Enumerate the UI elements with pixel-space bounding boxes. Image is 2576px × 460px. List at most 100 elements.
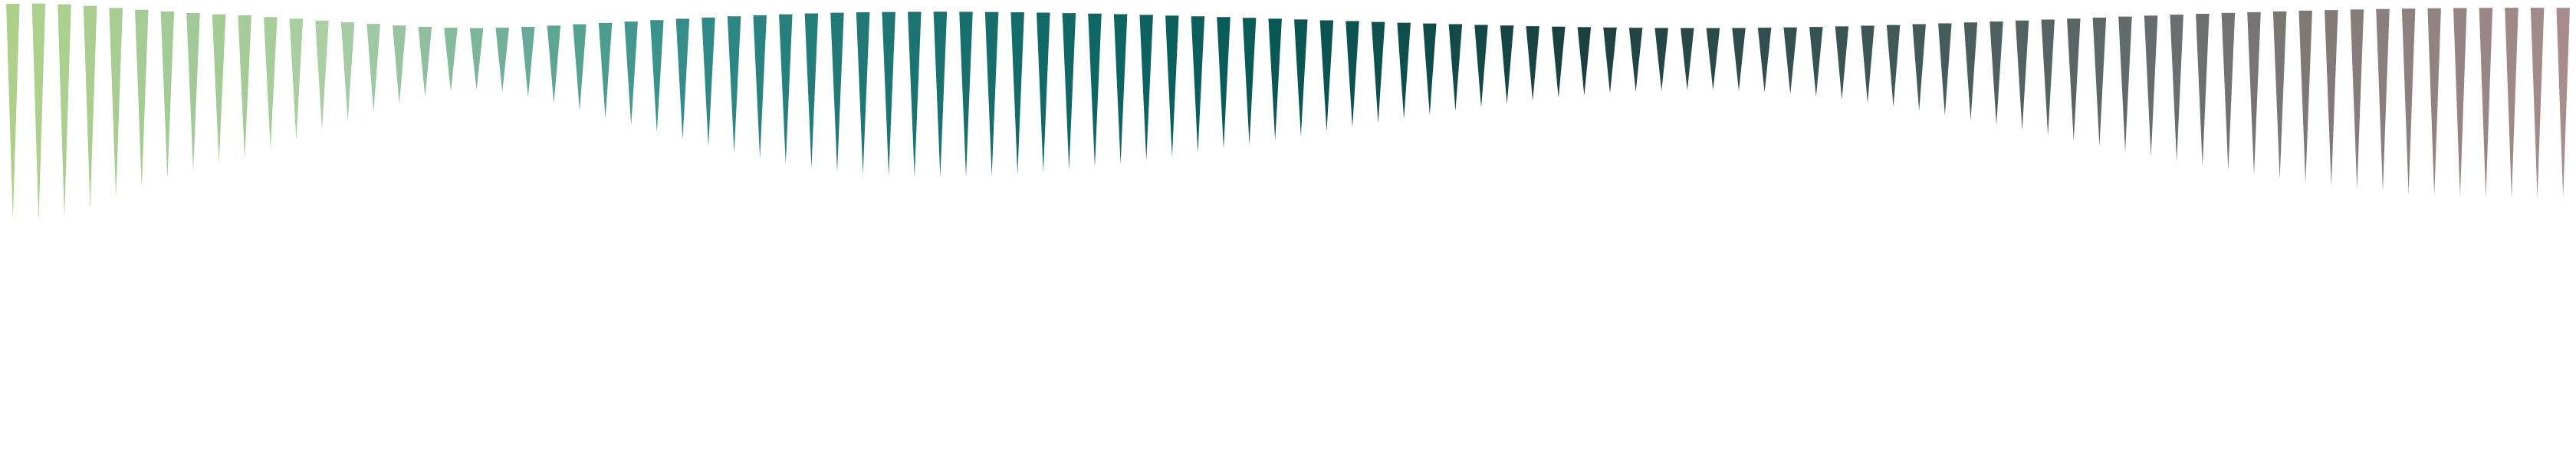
- spike: [444, 28, 458, 92]
- spike: [2479, 8, 2493, 199]
- spike: [315, 20, 329, 130]
- spike: [2041, 19, 2055, 136]
- spike: [624, 21, 638, 126]
- spike: [1268, 18, 1282, 141]
- spike: [727, 16, 741, 153]
- spike: [1191, 16, 1205, 153]
- spike: [2015, 20, 2029, 131]
- spike: [1990, 21, 2003, 126]
- spike: [1037, 12, 1050, 173]
- spike: [1319, 20, 1334, 132]
- spike: [1397, 22, 1411, 120]
- spike: [418, 27, 432, 97]
- spike: [2453, 8, 2467, 198]
- spike: [521, 26, 535, 97]
- spike: [1654, 28, 1668, 91]
- spike: [1010, 12, 1024, 175]
- spike: [83, 5, 97, 209]
- spike: [2530, 8, 2545, 199]
- spike: [1938, 23, 1952, 116]
- spike: [1681, 28, 1694, 90]
- spike: [1757, 28, 1772, 93]
- spike: [495, 28, 509, 93]
- spike: [1552, 26, 1566, 98]
- spike: [160, 11, 175, 179]
- spike: [393, 25, 406, 105]
- spike: [1139, 15, 1153, 161]
- spike: [1371, 21, 1385, 123]
- spike: [1628, 28, 1643, 92]
- spike: [1165, 15, 1179, 157]
- spike: [264, 17, 278, 150]
- spike: [186, 13, 200, 171]
- spike: [2170, 15, 2183, 162]
- spike: [2144, 15, 2158, 157]
- spike: [2427, 8, 2441, 196]
- spike: [340, 22, 355, 121]
- spike: [1526, 26, 1539, 101]
- spike: [289, 18, 304, 140]
- spike: [2196, 14, 2210, 166]
- spike: [1346, 21, 1359, 128]
- spike: [1809, 27, 1823, 97]
- spike: [702, 17, 715, 147]
- spike: [1861, 25, 1875, 104]
- spike: [1732, 28, 1746, 91]
- spike: [804, 13, 819, 169]
- spike: [882, 12, 895, 176]
- spike: [2401, 8, 2416, 195]
- spike: [2067, 18, 2081, 141]
- spike: [2221, 12, 2236, 171]
- spike: [2376, 8, 2390, 192]
- spike: [1886, 25, 1901, 107]
- spike: [2298, 10, 2312, 183]
- spike: [1423, 23, 1437, 115]
- spike: [1963, 22, 1978, 120]
- spike: [959, 12, 973, 177]
- spike: [2556, 8, 2570, 198]
- spike: [830, 12, 844, 172]
- spike: [1577, 27, 1592, 96]
- spike: [2350, 9, 2364, 189]
- spike: [675, 18, 690, 140]
- spike: [1835, 26, 1849, 100]
- spike: [135, 9, 149, 188]
- spike: [469, 28, 484, 90]
- spike: [2247, 12, 2261, 176]
- spike: [238, 15, 251, 159]
- spike: [1113, 14, 1128, 165]
- spike: [1448, 24, 1463, 111]
- spike: [58, 4, 71, 218]
- spike: [109, 8, 123, 198]
- spike: [856, 12, 870, 175]
- spike: [779, 14, 793, 164]
- spike: [1242, 18, 1257, 145]
- spike: [212, 14, 226, 164]
- spike: [1088, 13, 1102, 168]
- spike: [1912, 24, 1926, 111]
- spike: [573, 24, 586, 111]
- spike: [2325, 10, 2338, 187]
- spike: [598, 22, 613, 118]
- spike: [753, 15, 767, 159]
- spike: [31, 3, 46, 221]
- spike: [2092, 17, 2107, 146]
- spike: [1603, 27, 1617, 94]
- spike: [2272, 11, 2287, 179]
- spike: [1783, 27, 1797, 94]
- spike: [984, 12, 999, 176]
- spike: [908, 12, 922, 177]
- spike: [933, 12, 948, 178]
- spike: [6, 3, 20, 220]
- spike: [1706, 28, 1720, 90]
- spike-group: [6, 3, 2570, 221]
- spike: [1062, 13, 1076, 170]
- spike: [650, 20, 664, 133]
- spike: [2118, 16, 2132, 152]
- spike: [1294, 19, 1308, 136]
- spike: [366, 24, 380, 113]
- spike: [2505, 8, 2518, 199]
- spike: [1217, 17, 1230, 150]
